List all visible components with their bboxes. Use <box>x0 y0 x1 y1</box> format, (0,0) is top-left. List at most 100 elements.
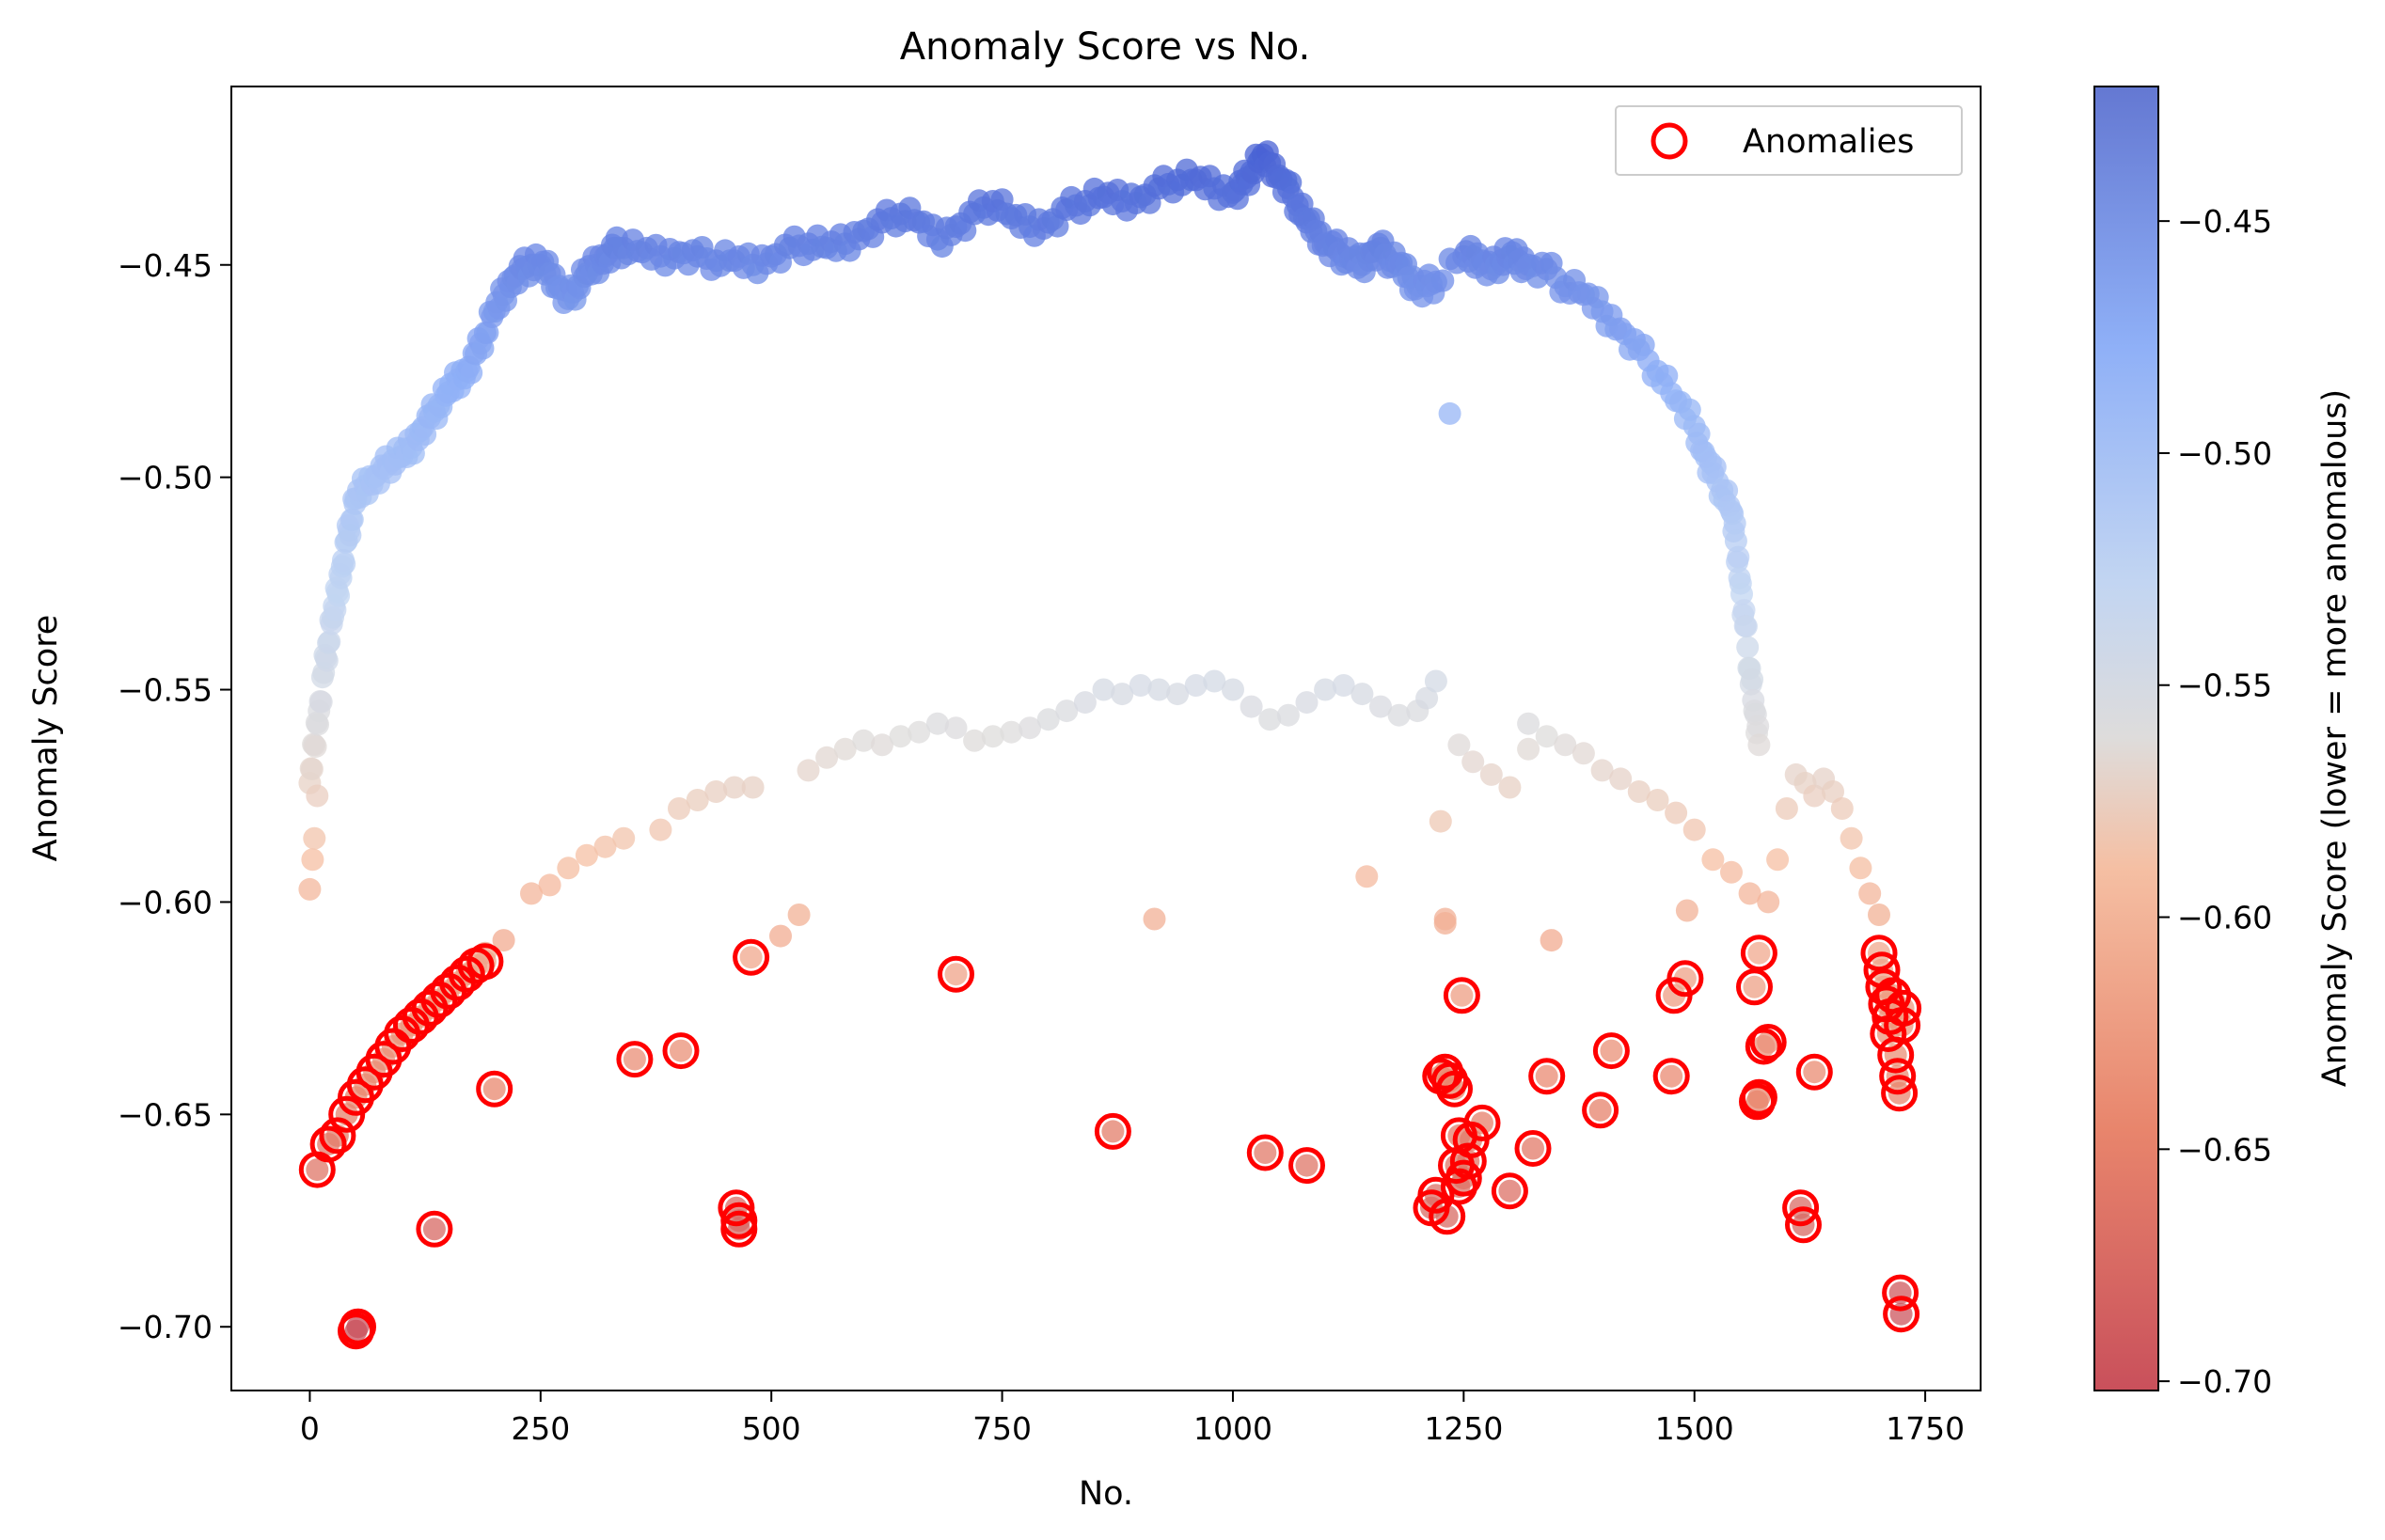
x-axis-title: No. <box>1079 1475 1133 1513</box>
data-point <box>1092 678 1115 701</box>
y-tick-label: −0.70 <box>118 1309 213 1345</box>
data-point-anomalous <box>1747 941 1771 965</box>
data-point <box>797 759 820 782</box>
data-point-anomalous <box>1450 983 1474 1007</box>
data-point <box>301 848 324 872</box>
data-point <box>815 746 839 769</box>
colorbar: −0.45 −0.50 −0.55 −0.60 −0.65 −0.70 Anomaly S… <box>2093 86 2354 1400</box>
legend-box <box>1615 105 1963 176</box>
legend-anomaly-marker <box>1651 122 1688 160</box>
data-point <box>520 882 543 905</box>
data-point <box>981 725 1004 748</box>
anomaly-marker <box>1528 1058 1566 1095</box>
data-point <box>1046 214 1069 238</box>
data-point-anomalous <box>1663 983 1686 1007</box>
anomaly-marker <box>1582 1092 1619 1129</box>
x-tick-label: 500 <box>742 1410 801 1447</box>
data-point <box>327 584 351 607</box>
colorbar-tick-label: −0.60 <box>2177 900 2272 936</box>
data-point <box>298 877 322 901</box>
data-point <box>1129 674 1152 697</box>
anomaly-marker <box>1246 1134 1284 1171</box>
data-point <box>1682 818 1706 841</box>
data-point-anomalous <box>1803 1061 1826 1084</box>
data-point <box>1240 695 1263 718</box>
anomaly-marker <box>1879 1058 1917 1095</box>
colorbar-label: Anomaly Score (lower = more anomalous) <box>2316 389 2354 1087</box>
anomaly-marker <box>1445 1159 1482 1197</box>
colorbar-ticks: −0.45 −0.50 −0.55 −0.60 −0.65 −0.70 <box>2158 203 2272 1400</box>
x-tick-label: 1750 <box>1886 1410 1965 1447</box>
data-point <box>833 737 857 761</box>
data-point <box>908 720 931 744</box>
anomaly-marker <box>448 955 485 993</box>
data-point-anomalous <box>1254 1141 1277 1164</box>
data-point <box>889 725 912 748</box>
data-point <box>1535 725 1558 748</box>
data-point <box>1258 708 1282 731</box>
data-point <box>1166 683 1190 706</box>
data-point-anomalous <box>1673 966 1697 990</box>
plot-area-frame <box>230 86 1982 1391</box>
anomaly-marker <box>1882 1274 1919 1312</box>
data-point <box>1355 865 1379 888</box>
data-point <box>1655 364 1679 387</box>
anomaly-marker <box>1740 1078 1777 1116</box>
data-point-anomalous <box>346 1315 370 1339</box>
data-point-anomalous <box>944 963 968 986</box>
data-point <box>1184 674 1208 697</box>
y-tick-label: −0.60 <box>118 884 213 920</box>
data-point <box>1350 683 1374 706</box>
anomaly-marker <box>1860 935 1898 972</box>
anomaly-marker <box>1288 1147 1325 1185</box>
anomaly-marker <box>1884 1007 1921 1044</box>
colorbar-gradient <box>2093 86 2159 1391</box>
anomaly-marker <box>662 1032 700 1070</box>
legend: Anomalies <box>1615 105 1963 176</box>
data-point <box>1747 733 1771 757</box>
chart-title: Anomaly Score vs No. <box>900 25 1311 69</box>
legend-label-anomalies: Anomalies <box>1743 123 1914 161</box>
x-tick-label: 250 <box>511 1410 570 1447</box>
data-point <box>1766 848 1790 872</box>
y-axis-ticks: −0.45 −0.50 −0.55 −0.60 −0.65 −0.70 <box>118 247 231 1345</box>
data-point <box>1665 801 1688 825</box>
data-point <box>1675 899 1698 922</box>
anomaly-marker <box>1652 1058 1690 1095</box>
anomaly-marker <box>1745 1028 1782 1065</box>
data-point <box>1438 401 1461 425</box>
data-point <box>538 873 561 897</box>
anomaly-marker <box>1436 1070 1473 1108</box>
data-point-anomalous <box>1101 1120 1125 1143</box>
data-point <box>1314 678 1337 701</box>
data-point <box>1143 907 1166 931</box>
data-point <box>1447 733 1471 757</box>
data-point <box>1295 691 1319 715</box>
data-point-anomalous <box>1522 1137 1544 1160</box>
anomaly-marker <box>733 938 770 976</box>
data-point <box>1203 669 1226 693</box>
data-point-anomalous <box>670 1039 692 1062</box>
data-point <box>1415 686 1439 710</box>
data-point <box>944 716 968 740</box>
data-point-anomalous <box>1743 975 1766 998</box>
data-point <box>460 361 483 385</box>
data-point <box>1554 733 1577 757</box>
points-layer <box>298 140 1915 1343</box>
data-point <box>1868 904 1890 926</box>
data-point <box>309 690 333 714</box>
data-point <box>769 924 792 948</box>
data-point <box>1424 669 1447 693</box>
anomaly-marker <box>1449 1142 1487 1180</box>
colorbar-tick-label: −0.55 <box>2177 668 2272 704</box>
data-point <box>1498 776 1522 799</box>
anomaly-marker <box>1514 1130 1552 1167</box>
data-point <box>1775 797 1798 820</box>
data-point <box>575 843 598 867</box>
data-point <box>1572 742 1595 765</box>
data-point <box>668 797 690 820</box>
data-point <box>1822 780 1844 803</box>
data-point <box>1803 784 1826 808</box>
anomaly-marker <box>718 1189 755 1227</box>
data-point <box>1147 678 1171 701</box>
